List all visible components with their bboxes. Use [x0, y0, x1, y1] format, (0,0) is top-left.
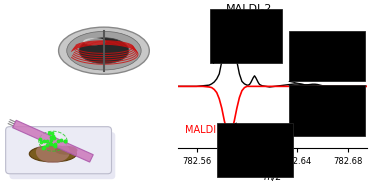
Polygon shape: [324, 49, 345, 58]
Polygon shape: [339, 86, 354, 100]
Polygon shape: [217, 46, 231, 58]
Polygon shape: [317, 105, 355, 120]
Polygon shape: [304, 53, 321, 62]
Polygon shape: [331, 37, 350, 50]
Ellipse shape: [83, 38, 106, 45]
Polygon shape: [302, 118, 321, 135]
X-axis label: m/z: m/z: [263, 172, 281, 181]
Text: MALDI: MALDI: [185, 125, 216, 135]
Polygon shape: [258, 8, 273, 23]
Polygon shape: [327, 83, 348, 95]
Polygon shape: [314, 89, 337, 108]
Polygon shape: [245, 152, 277, 164]
Polygon shape: [347, 40, 369, 55]
Polygon shape: [229, 23, 242, 32]
Polygon shape: [253, 26, 280, 53]
Polygon shape: [314, 37, 326, 51]
FancyBboxPatch shape: [9, 132, 115, 179]
Polygon shape: [228, 43, 244, 60]
Polygon shape: [239, 139, 254, 158]
Ellipse shape: [55, 146, 77, 155]
FancyBboxPatch shape: [6, 127, 112, 174]
Text: MALDI-2: MALDI-2: [226, 4, 273, 14]
Polygon shape: [347, 69, 361, 78]
Polygon shape: [243, 134, 276, 151]
Polygon shape: [219, 37, 235, 50]
Polygon shape: [253, 153, 273, 168]
Polygon shape: [269, 36, 278, 62]
Polygon shape: [314, 120, 353, 134]
Ellipse shape: [59, 27, 149, 74]
Polygon shape: [288, 32, 308, 53]
Polygon shape: [302, 107, 318, 118]
Polygon shape: [254, 10, 277, 26]
Polygon shape: [217, 150, 235, 165]
Polygon shape: [350, 83, 369, 98]
Polygon shape: [290, 32, 308, 43]
Polygon shape: [229, 140, 261, 150]
Polygon shape: [306, 53, 321, 62]
Polygon shape: [326, 99, 345, 106]
Polygon shape: [206, 37, 238, 59]
Ellipse shape: [29, 146, 76, 162]
Polygon shape: [230, 155, 249, 170]
Polygon shape: [347, 45, 357, 57]
Polygon shape: [336, 65, 358, 80]
Polygon shape: [294, 105, 310, 123]
Ellipse shape: [36, 141, 70, 163]
Polygon shape: [12, 120, 93, 162]
Polygon shape: [273, 156, 296, 165]
Ellipse shape: [79, 38, 129, 64]
Polygon shape: [255, 31, 280, 58]
Polygon shape: [286, 71, 313, 81]
Polygon shape: [258, 129, 282, 153]
Polygon shape: [225, 153, 245, 163]
Polygon shape: [222, 164, 245, 176]
Polygon shape: [294, 98, 310, 110]
Polygon shape: [232, 16, 254, 33]
Polygon shape: [237, 29, 250, 41]
Ellipse shape: [67, 31, 141, 70]
Polygon shape: [302, 113, 317, 123]
Polygon shape: [261, 136, 288, 153]
